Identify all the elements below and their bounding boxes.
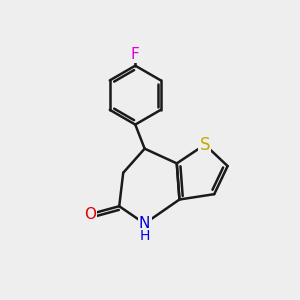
Text: H: H — [140, 229, 150, 243]
Text: N: N — [139, 216, 150, 231]
Text: S: S — [200, 136, 210, 154]
Text: F: F — [131, 47, 140, 62]
Text: O: O — [84, 207, 96, 222]
Text: N: N — [139, 216, 150, 231]
